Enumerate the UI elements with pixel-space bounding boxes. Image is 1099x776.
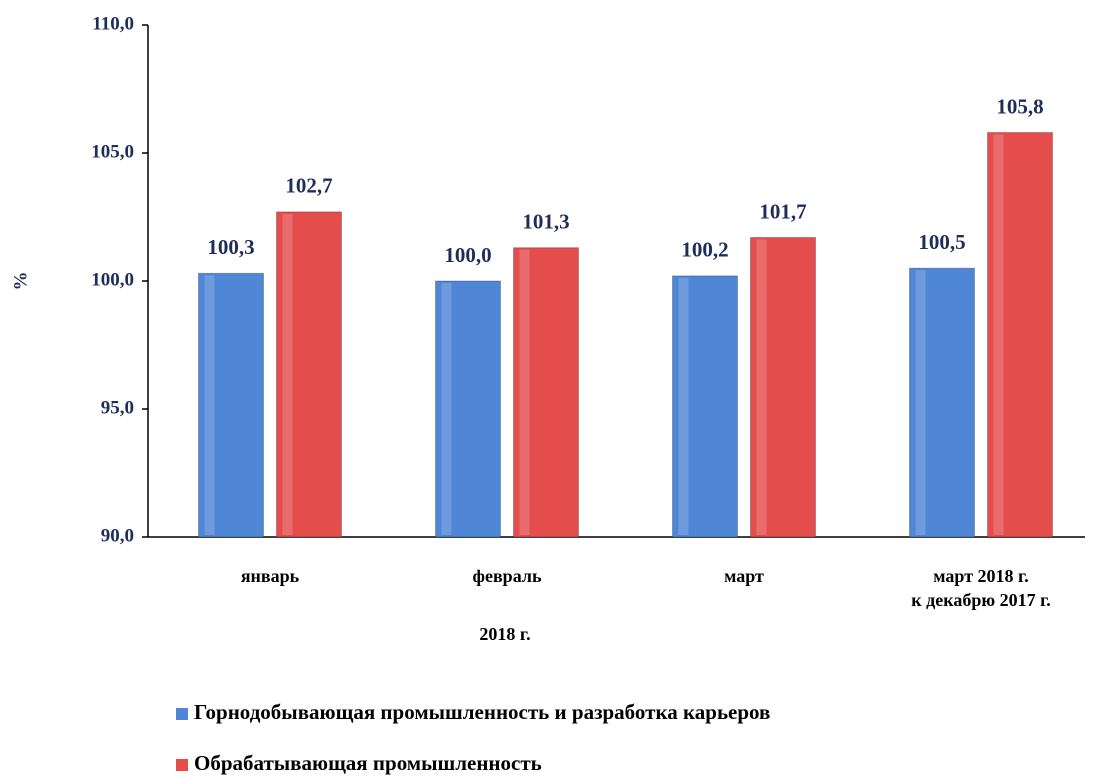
- bar-highlight: [756, 239, 767, 536]
- bar: [198, 272, 264, 538]
- value-label: 105,8: [996, 94, 1043, 118]
- legend-swatch: [176, 708, 188, 720]
- bar-highlight: [915, 270, 926, 535]
- value-label: 101,7: [759, 199, 806, 223]
- bar: [672, 275, 738, 538]
- x-tick-label: к декабрю 2017 г.: [911, 590, 1050, 610]
- y-tick-label: 95,0: [101, 397, 134, 418]
- y-tick-label: 100,0: [91, 269, 134, 290]
- y-axis-label: %: [10, 272, 31, 291]
- bar: [513, 247, 579, 538]
- bar: [276, 211, 342, 538]
- y-tick-label: 105,0: [91, 141, 134, 162]
- legend-label: Обрабатывающая промышленность: [194, 751, 542, 775]
- legend-swatch: [176, 759, 188, 771]
- y-tick-label: 90,0: [101, 525, 134, 546]
- bar-highlight: [441, 283, 452, 535]
- bar-highlight: [993, 134, 1004, 535]
- bar-highlight: [678, 277, 689, 535]
- x-tick-label: март: [724, 566, 764, 586]
- bar: [750, 236, 816, 538]
- value-label: 100,5: [918, 230, 965, 254]
- value-label: 100,2: [681, 238, 728, 262]
- bar: [909, 267, 975, 538]
- bar-highlight: [204, 275, 215, 535]
- y-tick-label: 110,0: [92, 13, 134, 34]
- bar-highlight: [282, 213, 293, 535]
- value-label: 102,7: [285, 174, 332, 198]
- bar-highlight: [519, 249, 530, 535]
- legend-label: Горнодобывающая промышленность и разрабо…: [194, 700, 770, 724]
- x-tick-label: март 2018 г.: [933, 566, 1028, 586]
- value-label: 100,3: [207, 235, 254, 259]
- bar: [435, 280, 501, 538]
- bar: [987, 132, 1053, 538]
- x-tick-label: январь: [241, 566, 300, 586]
- x-tick-label: февраль: [473, 566, 542, 586]
- value-label: 101,3: [522, 210, 569, 234]
- value-label: 100,0: [444, 243, 491, 267]
- x-axis-label: 2018 г.: [479, 624, 530, 644]
